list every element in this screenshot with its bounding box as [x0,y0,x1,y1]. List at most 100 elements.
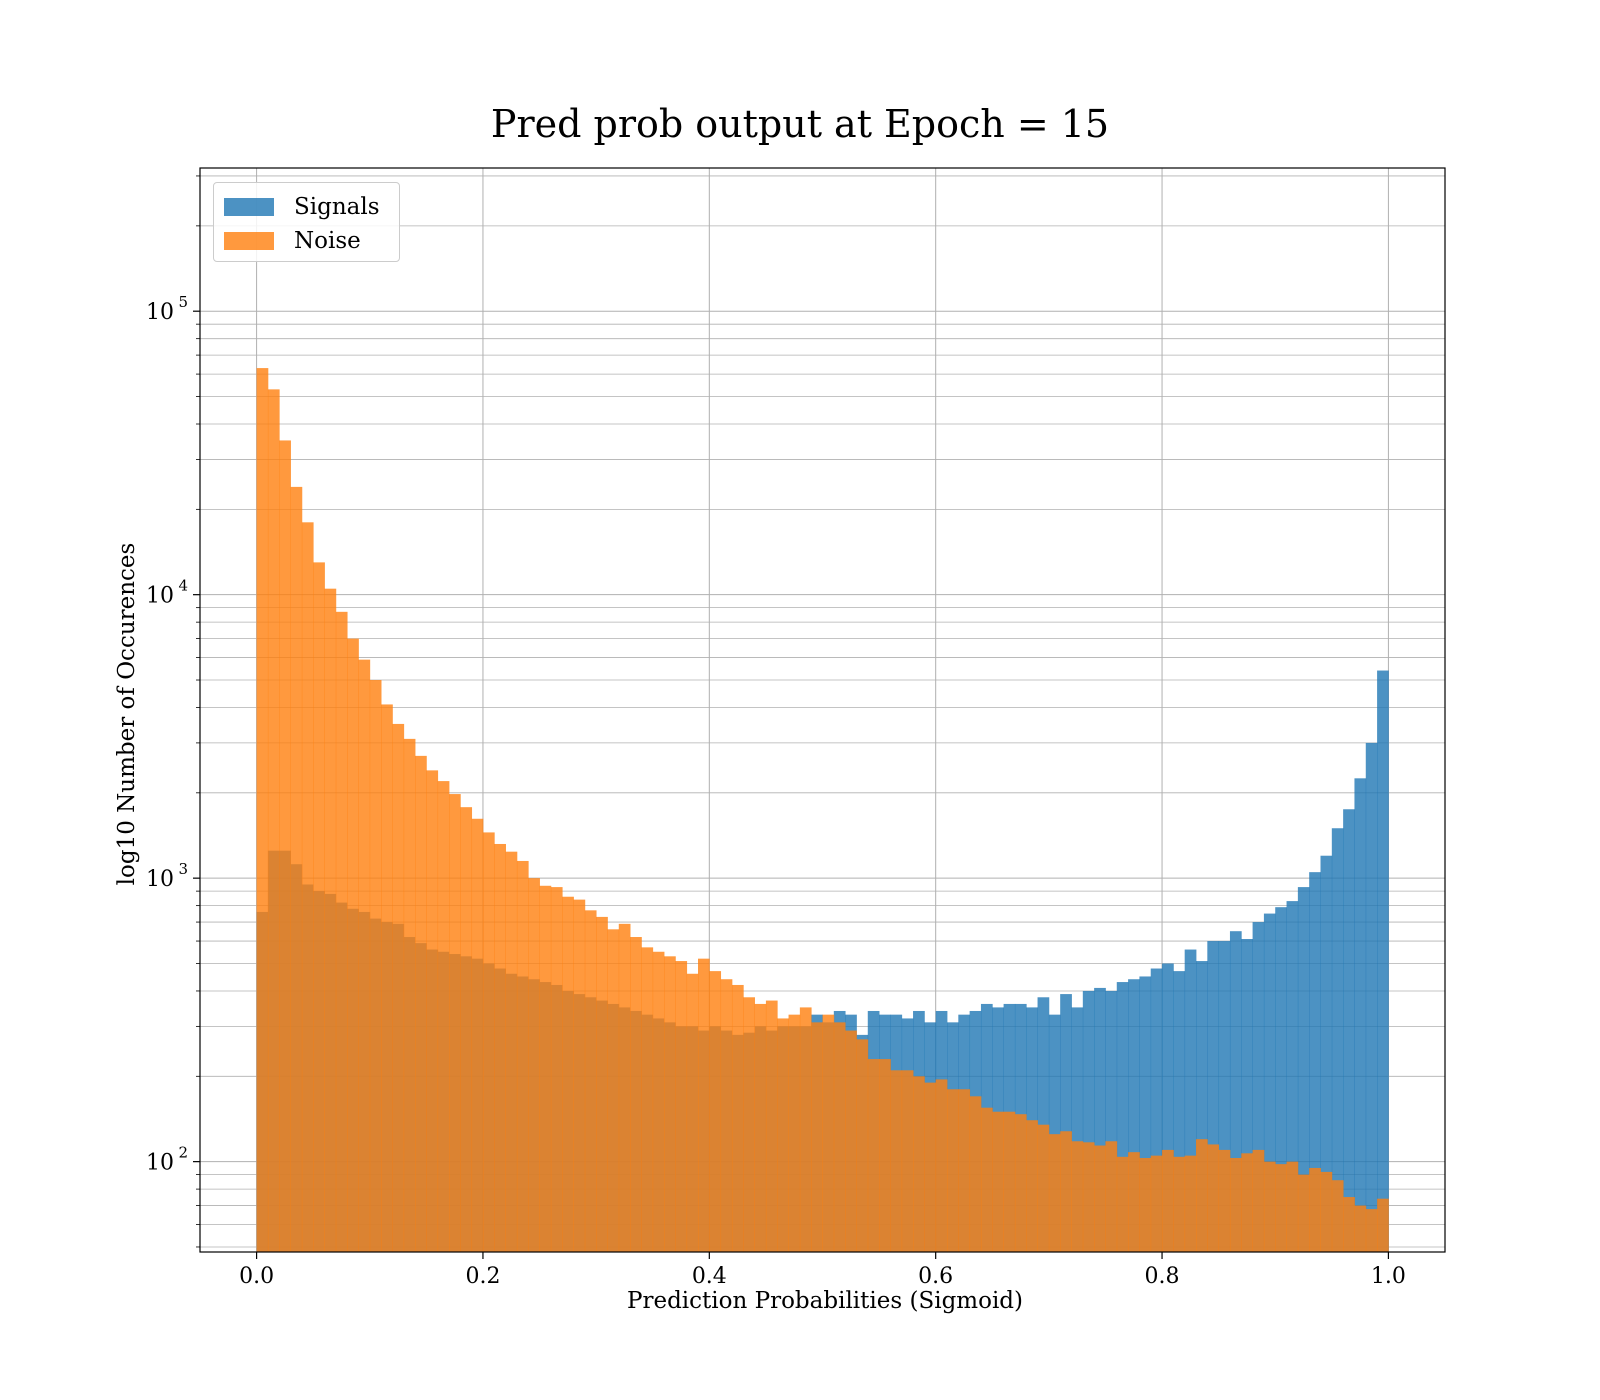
bar-noise-62 [958,1089,971,1252]
bar-signals-69 [1037,997,1050,1252]
plot-frame [199,167,1446,1253]
bar-signals-78 [1139,976,1152,1252]
bar-noise-6 [324,588,337,1252]
bar-noise-5 [313,562,325,1252]
bar-noise-79 [1150,1155,1163,1252]
bar-noise-96 [1343,1197,1355,1252]
bar-noise-41 [720,979,733,1252]
bar-noise-75 [1105,1141,1118,1252]
bar-noise-68 [1026,1120,1038,1252]
bar-noise-18 [460,807,473,1252]
bar-signals-76 [1116,982,1129,1252]
bar-noise-34 [641,947,654,1252]
bar-noise-48 [799,1007,812,1252]
bar-signals-88 [1252,922,1265,1252]
bar-noise-91 [1286,1161,1299,1252]
y-axis-label: log10 Number of Occurences [114,542,140,886]
bar-signals-92 [1297,887,1310,1252]
bar-noise-93 [1309,1167,1321,1252]
legend-item-noise: Noise [224,226,361,256]
x-tick-label-0: 0.0 [239,1264,274,1289]
bar-noise-51 [833,1022,846,1252]
bar-noise-72 [1071,1141,1084,1252]
x-tick-label-5: 1.0 [1371,1264,1406,1289]
bar-noise-13 [403,738,416,1252]
bar-signals-97 [1354,778,1367,1252]
bar-noise-76 [1116,1156,1129,1252]
bar-signals-75 [1105,990,1118,1252]
bar-noise-30 [596,916,608,1252]
bar-noise-69 [1037,1124,1050,1252]
bar-noise-77 [1128,1152,1140,1252]
bar-noise-42 [731,984,744,1252]
bar-noise-74 [1094,1145,1106,1252]
bar-signals-93 [1309,872,1321,1252]
bar-signals-87 [1241,939,1253,1252]
bar-noise-25 [539,885,552,1252]
y-tick-label-3: 10 [146,300,174,325]
bar-signals-77 [1128,979,1140,1252]
y-tick-exponent-3: 5 [178,293,188,311]
bar-signals-71 [1060,994,1072,1252]
bar-signals-90 [1275,907,1287,1252]
y-tick-label-0: 10 [146,1151,174,1176]
x-tick-label-4: 0.8 [1145,1264,1180,1289]
bar-signals-96 [1343,809,1355,1252]
bar-noise-71 [1060,1131,1072,1252]
bar-noise-31 [607,929,620,1252]
bar-noise-3 [290,486,303,1252]
bar-noise-58 [913,1076,925,1252]
bar-signals-83 [1196,961,1208,1252]
bar-noise-61 [947,1089,959,1252]
bar-noise-16 [437,781,450,1252]
bar-noise-63 [969,1096,982,1252]
bar-noise-87 [1241,1153,1253,1252]
bar-noise-81 [1173,1156,1186,1252]
bar-signals-74 [1094,987,1106,1252]
bar-noise-89 [1263,1161,1276,1252]
x-tick-label-2: 0.4 [692,1264,727,1289]
bar-noise-94 [1320,1171,1333,1252]
bar-noise-17 [449,794,461,1252]
bar-signals-99 [1377,670,1389,1252]
bar-noise-28 [573,899,586,1252]
y-tick-label-1: 10 [146,867,174,892]
bar-signals-82 [1184,949,1197,1252]
bar-noise-19 [471,818,484,1252]
bar-noise-14 [415,755,427,1252]
bar-noise-15 [426,770,439,1252]
bar-noise-4 [301,522,314,1252]
bar-signals-80 [1162,963,1174,1252]
bar-noise-82 [1184,1155,1197,1252]
bar-noise-24 [528,878,540,1252]
bar-noise-1 [267,389,280,1253]
bar-noise-8 [347,638,359,1252]
chart-title: Pred prob output at Epoch = 15 [490,102,1110,146]
legend-item-signals: Signals [224,192,380,222]
bar-noise-70 [1048,1134,1061,1252]
bar-noise-7 [335,611,348,1252]
bar-noise-2 [279,440,291,1252]
bar-noise-0 [256,368,269,1253]
y-tick-exponent-2: 4 [178,577,188,595]
bar-signals-94 [1320,855,1333,1252]
bar-signals-73 [1082,990,1095,1252]
bar-noise-38 [686,973,699,1252]
bar-noise-50 [822,1014,835,1252]
legend-swatch-noise [224,232,274,250]
bar-noise-85 [1218,1149,1231,1252]
bar-noise-45 [765,1000,778,1252]
bar-noise-86 [1229,1157,1242,1252]
bar-noise-67 [1014,1114,1027,1252]
bar-signals-98 [1365,742,1378,1252]
x-tick-label-1: 0.2 [465,1264,500,1289]
bar-signals-95 [1331,828,1344,1252]
bar-noise-73 [1082,1142,1095,1252]
bar-signals-72 [1071,1007,1084,1252]
bar-noise-36 [664,956,676,1252]
bar-noise-12 [392,723,405,1252]
legend-label-noise: Noise [294,228,361,254]
bar-noise-47 [788,1014,801,1252]
bar-noise-60 [935,1079,948,1252]
